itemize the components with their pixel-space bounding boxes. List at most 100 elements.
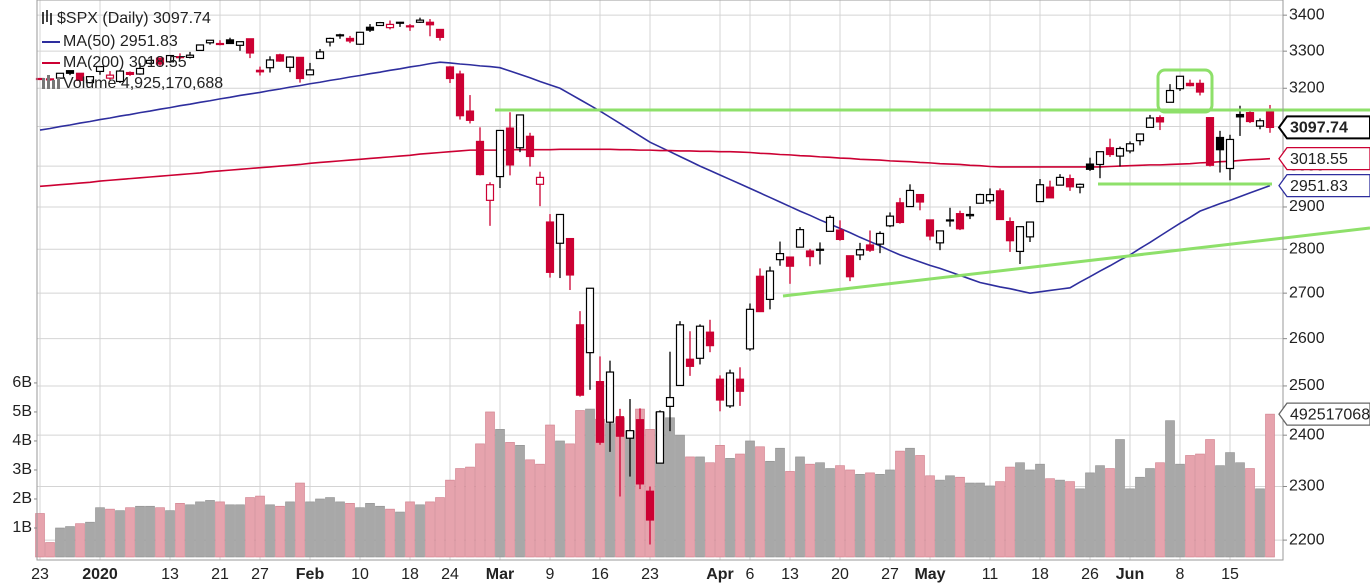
x-tick-label: 2020 — [82, 566, 118, 583]
ma-value-label: 2951.83 — [1290, 178, 1348, 195]
volume-bar — [1255, 488, 1265, 558]
candle-body — [945, 219, 955, 222]
volume-bar — [65, 526, 75, 558]
candle-body — [1025, 221, 1035, 238]
candle-body — [405, 25, 415, 28]
y-tick-label: 3300 — [1289, 42, 1325, 59]
candle-body — [525, 135, 535, 158]
candle-body — [1265, 110, 1275, 129]
x-tick-label: Apr — [706, 566, 734, 583]
candle-body — [415, 19, 425, 23]
candle-body — [465, 110, 475, 121]
volume-bar — [855, 474, 865, 558]
volume-bar — [145, 505, 155, 558]
candle-body — [505, 127, 515, 166]
candle-body — [625, 430, 635, 439]
volume-bar — [155, 507, 165, 558]
volume-bar — [235, 504, 245, 558]
axes: 2200230024002500260027002800290030003100… — [12, 6, 1370, 583]
x-tick-label: 20 — [831, 566, 849, 583]
y-tick-label: 2200 — [1289, 531, 1325, 548]
volume-bar — [1125, 488, 1135, 558]
volume-bar — [85, 521, 95, 558]
candle-body — [1045, 186, 1055, 199]
volume-bar — [1195, 453, 1205, 558]
x-tick-label: 27 — [251, 566, 269, 583]
volume-bar — [1175, 463, 1185, 558]
legend: $SPX (Daily) 3097.74 MA(50) 2951.83 MA(2… — [42, 10, 223, 92]
candle-body — [545, 221, 555, 273]
volume-bar — [1095, 465, 1105, 558]
candle-body — [315, 51, 325, 60]
volume-bar — [1005, 466, 1015, 558]
volume-value-label-box — [1278, 402, 1370, 426]
legend-value: 2951.83 — [120, 33, 178, 50]
grid — [37, 0, 1283, 560]
legend-entry: $SPX (Daily) 3097.74 — [57, 10, 211, 27]
candle-body — [705, 331, 715, 347]
volume-bar — [275, 505, 285, 558]
volume-bar — [445, 479, 455, 558]
candle-body — [795, 229, 805, 248]
candle-body — [355, 31, 365, 45]
volume-bar — [875, 474, 885, 558]
candle-body — [265, 59, 275, 69]
candle-body — [865, 244, 875, 251]
candle-body — [1035, 184, 1045, 203]
y2-tick-label: 3B — [12, 461, 32, 478]
last-price-label: 3097.74 — [1290, 120, 1348, 137]
volume-bar — [675, 434, 685, 558]
candle-body — [135, 67, 145, 75]
volume-bar — [1025, 469, 1035, 558]
volume-bar — [815, 462, 825, 558]
volume-bar — [425, 501, 435, 558]
volume-bar — [765, 460, 775, 558]
moving-average-layer — [39, 61, 1271, 294]
candle-body — [1245, 112, 1255, 123]
candle-body — [175, 56, 185, 59]
legend-entry: MA(200) 3018.55 — [63, 54, 187, 71]
candle-body — [925, 219, 935, 237]
volume-bar — [185, 504, 195, 558]
legend-label: MA(50) — [63, 33, 115, 50]
volume-bar — [995, 481, 1005, 558]
candle-body — [1145, 117, 1155, 128]
candle-body — [685, 358, 695, 367]
candle-body — [1135, 133, 1145, 142]
volume-bar — [1205, 439, 1215, 558]
volume-bar — [475, 443, 485, 558]
volume-bar — [525, 459, 535, 558]
candle-body — [325, 37, 335, 43]
volume-bar — [985, 485, 995, 558]
candle-body — [1115, 147, 1125, 157]
y-tick-label: 2400 — [1289, 426, 1325, 443]
candle-body — [695, 325, 705, 359]
candle-body — [455, 73, 465, 117]
volume-bar — [515, 445, 525, 558]
volume-bar — [805, 463, 815, 558]
volume-bar — [45, 542, 55, 558]
x-tick-label: 15 — [1221, 566, 1239, 583]
candle-body — [345, 37, 355, 42]
y-tick-label: 2700 — [1289, 284, 1325, 301]
y2-tick-label: 5B — [12, 403, 32, 420]
volume-bar — [665, 417, 675, 558]
y2-tick-label: 4B — [12, 432, 32, 449]
candle-body — [975, 193, 985, 204]
candle-body — [365, 26, 375, 31]
candle-body — [1175, 75, 1185, 90]
x-tick-label: 23 — [31, 566, 49, 583]
candle-body — [675, 324, 685, 387]
candle-body — [1105, 147, 1115, 156]
volume-bar — [385, 508, 395, 558]
candle-body — [95, 66, 105, 73]
x-tick-label: 24 — [441, 566, 459, 583]
x-tick-label: 6 — [746, 566, 755, 583]
candle-body — [905, 189, 915, 208]
legend-icon — [42, 10, 52, 25]
volume-bar — [125, 507, 135, 558]
volume-value-label: 4925170688 — [1290, 406, 1370, 423]
x-tick-label: 8 — [1176, 566, 1185, 583]
volume-bar — [455, 468, 465, 558]
volume-bar — [1145, 468, 1155, 558]
